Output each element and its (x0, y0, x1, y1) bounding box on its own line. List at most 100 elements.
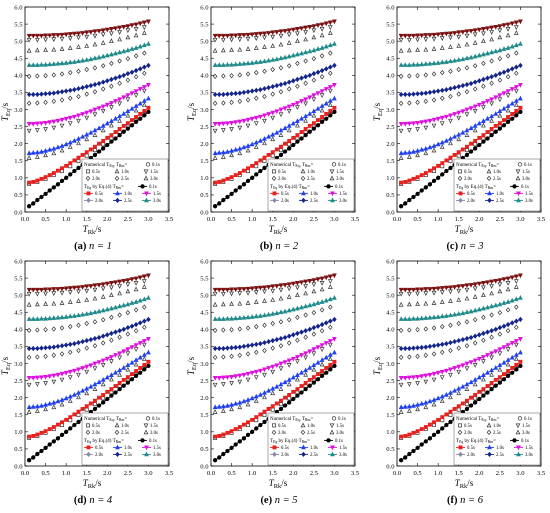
numerical-point (513, 30, 519, 35)
legend-marker (487, 190, 492, 196)
series-point (26, 150, 32, 156)
series-point (30, 376, 36, 381)
series-point (63, 429, 69, 434)
series-point (47, 120, 53, 126)
series-point (117, 127, 122, 131)
numerical-point (497, 366, 503, 372)
series-point (452, 387, 457, 393)
series-point (249, 342, 255, 348)
series-point (460, 284, 466, 289)
eq-series-2.5s (398, 62, 523, 98)
series-point (319, 343, 325, 348)
series-point (278, 107, 284, 113)
legend-eq-entry-label: 3.0s (339, 453, 347, 458)
numerical-point (311, 282, 317, 288)
series-point (233, 33, 239, 39)
numerical-point (319, 107, 325, 113)
x-tick-label: 0.5 (41, 216, 50, 223)
legend-marker (143, 429, 149, 435)
numerical-point (303, 30, 308, 35)
y-axis-title-sub: Eq (191, 362, 198, 370)
series-point (456, 337, 461, 344)
series-point (253, 32, 259, 37)
x-tick-label: 2.0 (289, 216, 298, 223)
series-point (72, 59, 77, 64)
series-point (505, 22, 511, 28)
series-point (295, 27, 300, 32)
series-point (266, 152, 271, 157)
panel-caption-letter: (a) (74, 241, 87, 252)
series-point (319, 67, 325, 74)
series-point (254, 161, 259, 166)
legend-eq-entry-label: 2.0s (281, 199, 289, 204)
legend-numerical-entry: 0.5s (86, 169, 100, 175)
numerical-point (262, 289, 267, 295)
numerical-point (489, 290, 494, 296)
numerical-series-2.0s (212, 324, 333, 360)
series-line (215, 84, 335, 125)
series-point (435, 88, 441, 94)
series-point (278, 361, 284, 367)
numerical-point (295, 314, 300, 321)
series-point (510, 365, 515, 370)
numerical-point (76, 372, 81, 378)
series-point (133, 67, 139, 74)
y-tick-label: 2.0 (14, 141, 23, 148)
series-point (39, 91, 44, 97)
series-point (448, 367, 453, 373)
numerical-point (229, 291, 234, 297)
legend-numerical-sub: Eq (295, 418, 299, 422)
series-point (328, 108, 333, 113)
series-point (406, 62, 412, 67)
numerical-point (221, 327, 226, 333)
series-point (509, 43, 515, 49)
y-tick-label: 1.5 (386, 412, 395, 419)
series-point (327, 274, 333, 280)
legend-marker (330, 451, 335, 457)
series-point (489, 113, 494, 119)
numerical-point (237, 125, 243, 131)
chart-panel-3: 0.0 0.5 1.0 1.5 2.0 2.5 3.0 3.50.00.51.01.52.02… (372, 4, 546, 252)
legend-numerical-entry: 2.0s (271, 175, 286, 182)
numerical-point (92, 112, 98, 118)
series-point (241, 168, 246, 173)
series-point (431, 286, 437, 292)
series-point (253, 139, 259, 145)
numerical-point (270, 34, 276, 40)
legend-numerical-header: Numerical TEq, TRm= (456, 163, 500, 168)
series-point (117, 381, 122, 385)
series-point (299, 353, 304, 358)
series-point (431, 371, 437, 377)
series-point (406, 33, 412, 39)
series-point (80, 57, 85, 63)
legend-marker (300, 429, 306, 436)
series-point (97, 395, 102, 400)
y-axis-title: TEq/s (372, 356, 384, 375)
series-point (415, 191, 420, 197)
series-point (513, 42, 519, 48)
series-point (307, 365, 313, 370)
legend-marker (114, 422, 120, 428)
series-point (39, 176, 44, 181)
y-tick-label: 1.0 (200, 429, 209, 436)
series-point (146, 105, 151, 110)
numerical-point (100, 363, 106, 368)
legend-marker (457, 175, 463, 182)
numerical-point (328, 324, 333, 330)
series-point (138, 365, 143, 370)
numerical-point (109, 337, 114, 343)
numerical-point (117, 312, 122, 318)
y-tick-label: 5.5 (14, 275, 23, 282)
legend-eq-entry-label: 1.5s (339, 192, 347, 197)
x-tick-label: 1.0 (248, 216, 257, 223)
legend-marker (515, 175, 521, 181)
y-tick-label: 2.0 (14, 395, 23, 402)
series-point (411, 194, 416, 200)
series-point (299, 99, 304, 104)
series-point (456, 284, 462, 290)
y-tick-label: 0.0 (14, 463, 23, 470)
legend-marker (145, 416, 151, 421)
series-point (307, 302, 313, 308)
series-point (92, 29, 98, 35)
numerical-point (311, 77, 317, 83)
